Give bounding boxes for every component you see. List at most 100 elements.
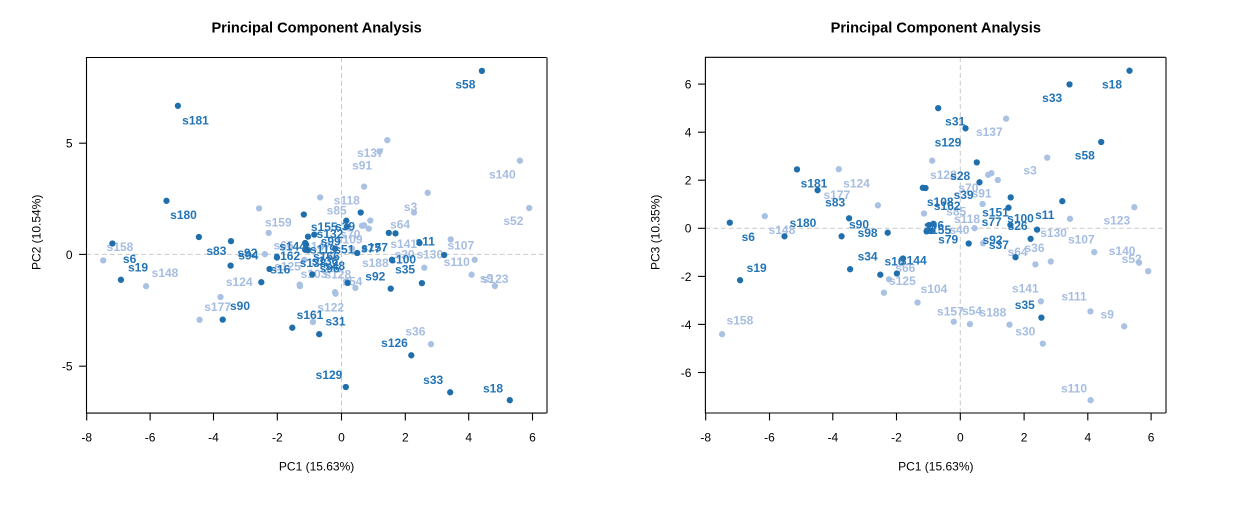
svg-text:s9: s9: [1101, 307, 1115, 321]
svg-text:2: 2: [1021, 431, 1028, 445]
svg-text:s188: s188: [362, 256, 389, 270]
svg-text:s180: s180: [170, 208, 197, 222]
svg-text:s66: s66: [273, 239, 293, 253]
svg-text:s40: s40: [949, 223, 969, 237]
svg-text:s109: s109: [336, 233, 363, 247]
svg-text:s20: s20: [395, 248, 415, 262]
svg-text:s177: s177: [823, 188, 850, 202]
svg-text:s6: s6: [123, 252, 137, 266]
svg-text:-8: -8: [81, 431, 92, 445]
svg-text:s31: s31: [325, 314, 345, 328]
svg-text:s124: s124: [226, 275, 253, 289]
svg-text:-6: -6: [145, 431, 156, 445]
svg-text:-6: -6: [764, 431, 775, 445]
svg-text:s140: s140: [489, 168, 516, 182]
svg-text:s30: s30: [1015, 325, 1035, 339]
svg-text:-2: -2: [891, 431, 902, 445]
svg-text:s35: s35: [1015, 298, 1035, 312]
svg-text:s107: s107: [1068, 233, 1095, 247]
svg-text:s36: s36: [1024, 241, 1044, 255]
svg-text:2: 2: [402, 431, 409, 445]
svg-text:s85: s85: [946, 204, 966, 218]
svg-text:s155: s155: [311, 220, 338, 234]
svg-text:PC1 (15.63%): PC1 (15.63%): [279, 460, 354, 474]
svg-text:s181: s181: [182, 113, 209, 127]
svg-text:s162: s162: [934, 199, 961, 213]
svg-text:-4: -4: [827, 431, 838, 445]
svg-text:5: 5: [66, 137, 73, 151]
svg-text:0: 0: [338, 431, 345, 445]
svg-text:PC2 (10.54%): PC2 (10.54%): [29, 195, 43, 270]
svg-text:s159: s159: [265, 216, 292, 230]
svg-text:s124: s124: [843, 177, 870, 191]
svg-text:s140: s140: [1109, 244, 1136, 258]
svg-text:6: 6: [685, 78, 692, 92]
svg-text:s166: s166: [313, 250, 340, 264]
svg-text:s128: s128: [930, 168, 957, 182]
svg-text:s26: s26: [1008, 219, 1028, 233]
svg-text:s144: s144: [279, 240, 306, 254]
svg-text:-2: -2: [272, 431, 283, 445]
svg-text:s148: s148: [152, 266, 179, 280]
svg-text:s137: s137: [357, 146, 384, 160]
svg-text:Principal Component Analysis: Principal Component Analysis: [211, 20, 421, 36]
svg-text:s3: s3: [404, 200, 418, 214]
svg-text:s28: s28: [950, 169, 970, 183]
svg-text:PC3 (10.35%): PC3 (10.35%): [649, 195, 663, 270]
svg-text:s36: s36: [405, 325, 425, 339]
svg-text:s92: s92: [365, 270, 385, 284]
svg-text:s118: s118: [954, 212, 980, 226]
svg-text:s144: s144: [900, 254, 927, 268]
svg-text:s188: s188: [980, 306, 1007, 320]
svg-text:s125: s125: [889, 274, 916, 288]
svg-text:s9: s9: [480, 271, 494, 285]
svg-text:s48: s48: [325, 259, 345, 273]
svg-text:s64: s64: [1008, 245, 1028, 259]
svg-text:s118: s118: [334, 194, 360, 208]
svg-text:s58: s58: [455, 78, 475, 92]
svg-text:4: 4: [465, 431, 472, 445]
svg-text:s37: s37: [989, 238, 1009, 252]
svg-text:s104: s104: [921, 282, 948, 296]
svg-text:s70: s70: [340, 228, 360, 242]
svg-text:-4: -4: [208, 431, 219, 445]
svg-text:s100: s100: [1007, 212, 1034, 226]
svg-text:s110: s110: [1061, 381, 1087, 395]
svg-text:s92: s92: [237, 246, 257, 260]
svg-text:s162: s162: [273, 249, 300, 263]
svg-text:s83: s83: [825, 196, 845, 210]
svg-text:s92: s92: [982, 233, 1002, 247]
svg-text:s18: s18: [1102, 77, 1122, 91]
svg-text:s31: s31: [945, 115, 965, 129]
svg-text:0: 0: [66, 248, 73, 262]
svg-text:s137: s137: [976, 125, 1003, 139]
svg-text:s181: s181: [801, 177, 828, 191]
svg-text:s51: s51: [334, 243, 354, 257]
svg-text:s130: s130: [1040, 226, 1067, 240]
svg-text:s64: s64: [390, 217, 410, 231]
svg-text:s107: s107: [447, 239, 474, 253]
svg-text:s141: s141: [1012, 282, 1039, 296]
svg-text:6: 6: [529, 431, 536, 445]
svg-text:s161: s161: [297, 308, 324, 322]
svg-text:s52: s52: [1122, 252, 1142, 266]
svg-text:s66: s66: [895, 261, 915, 275]
svg-text:s3: s3: [1023, 163, 1037, 177]
svg-text:-8: -8: [700, 431, 711, 445]
svg-text:s157: s157: [361, 240, 388, 254]
svg-text:s77: s77: [361, 242, 381, 256]
svg-text:s34: s34: [858, 249, 878, 263]
svg-text:-5: -5: [62, 360, 73, 374]
svg-text:s58: s58: [1075, 149, 1095, 163]
svg-text:s16: s16: [884, 254, 904, 268]
svg-text:s108: s108: [927, 195, 954, 209]
svg-text:s91: s91: [352, 159, 372, 173]
svg-text:s18: s18: [483, 381, 503, 395]
svg-text:s180: s180: [790, 216, 817, 230]
svg-text:-4: -4: [681, 318, 692, 332]
svg-text:s91: s91: [972, 187, 992, 201]
svg-text:-6: -6: [681, 366, 692, 380]
svg-text:s77: s77: [982, 215, 1002, 229]
svg-text:s54: s54: [962, 304, 982, 318]
svg-text:s70: s70: [958, 181, 978, 195]
